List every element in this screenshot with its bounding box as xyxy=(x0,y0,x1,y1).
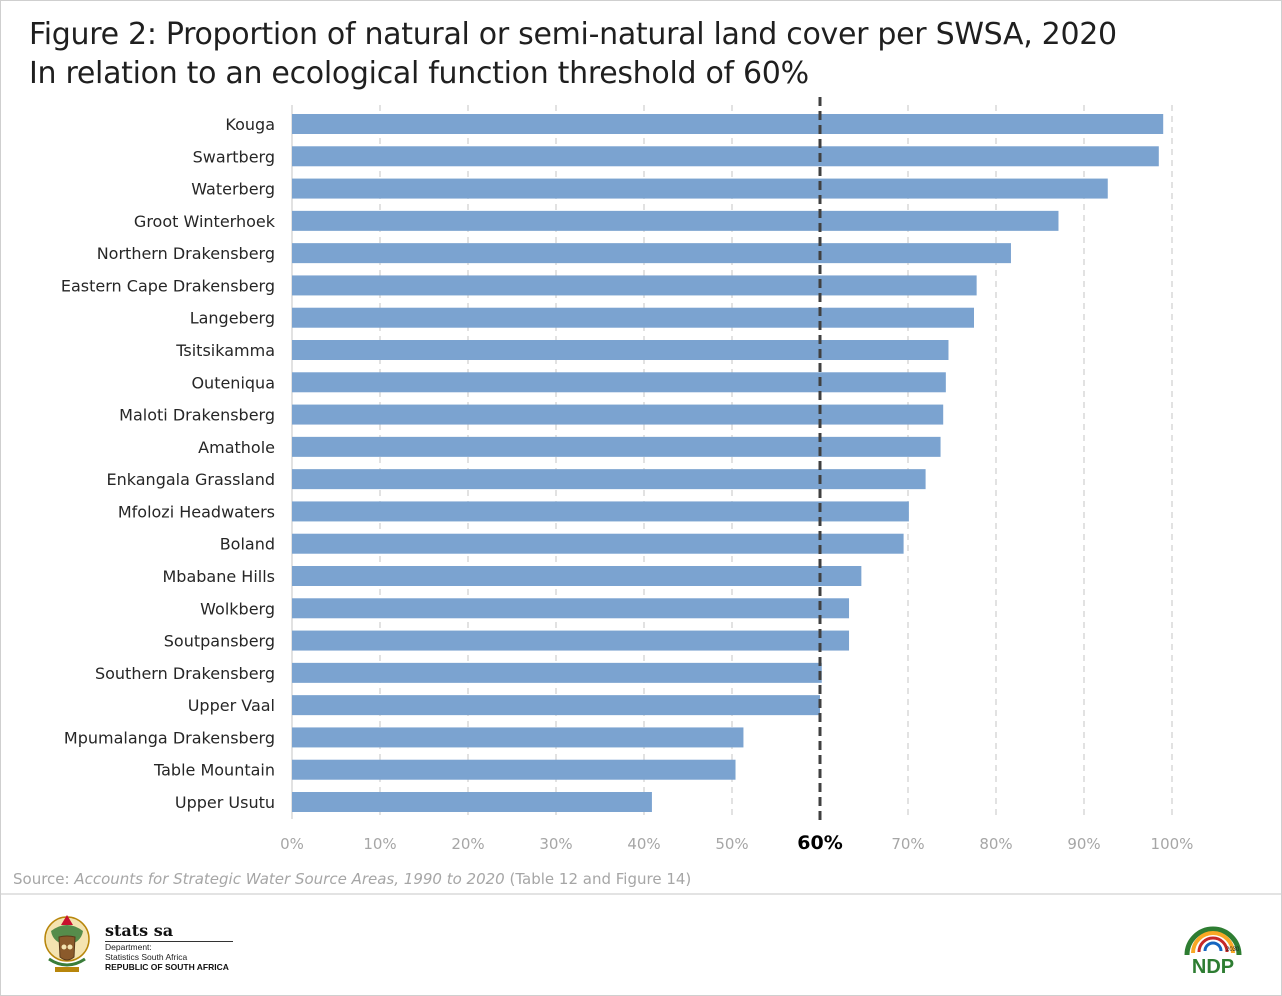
x-axis-ticks: 0% 10% 20% 30% 40% 50% 60% 70% 80% 90% 100% xyxy=(280,832,1193,854)
x-tick-label: 0% xyxy=(280,835,304,853)
footer-divider xyxy=(1,893,1281,895)
bar xyxy=(292,178,1108,199)
category-label: Eastern Cape Drakensberg xyxy=(61,276,275,295)
bar xyxy=(292,792,652,812)
chart-subtitle: In relation to an ecological function th… xyxy=(29,56,809,91)
bar xyxy=(292,436,941,457)
category-label: Mfolozi Headwaters xyxy=(118,502,275,521)
category-label: Wolkberg xyxy=(200,599,275,618)
category-label: Southern Drakensberg xyxy=(95,664,275,683)
bar xyxy=(292,307,974,328)
source-note: Source: Accounts for Strategic Water Sou… xyxy=(13,870,691,888)
category-label: Table Mountain xyxy=(153,761,275,780)
category-label: Enkangala Grassland xyxy=(107,470,275,489)
chart-title: Figure 2: Proportion of natural or semi-… xyxy=(29,15,1117,93)
bar xyxy=(292,759,736,780)
stats-sa-brand: stats sa xyxy=(105,921,233,942)
chart-panel: Figure 2: Proportion of natural or semi-… xyxy=(1,1,1281,893)
coat-of-arms-icon xyxy=(44,915,90,972)
bar-chart: Kouga Swartberg Waterberg Groot Winterhoek N… xyxy=(61,97,1193,854)
category-label: Outeniqua xyxy=(191,373,275,392)
ndp-2030-logo-icon: 2030 NDP xyxy=(1184,926,1242,977)
threshold-tick-label: 60% xyxy=(797,832,842,854)
bar xyxy=(292,533,904,554)
bar xyxy=(292,146,1159,167)
chart-title-line1: Figure 2: Proportion of natural or semi-… xyxy=(29,17,1117,52)
bar xyxy=(292,727,744,748)
republic-label: REPUBLIC OF SOUTH AFRICA xyxy=(105,962,229,972)
bar xyxy=(292,275,977,296)
ndp-year: 2030 xyxy=(1226,947,1240,953)
bar xyxy=(292,210,1059,231)
category-labels: Kouga Swartberg Waterberg Groot Winterhoek N… xyxy=(61,115,276,812)
dept-name: Statistics South Africa xyxy=(105,952,188,962)
category-label: Upper Vaal xyxy=(188,696,275,715)
bar xyxy=(292,501,909,522)
category-label: Langeberg xyxy=(190,309,275,328)
category-label: Waterberg xyxy=(191,180,275,199)
footer: stats sa Department: Statistics South Af… xyxy=(1,895,1281,995)
x-tick-label: 20% xyxy=(451,835,484,853)
bar xyxy=(292,566,862,586)
x-tick-label: 70% xyxy=(891,835,924,853)
category-label: Kouga xyxy=(225,115,275,134)
category-label: Amathole xyxy=(198,438,275,457)
bar xyxy=(292,243,1011,264)
dept-label: Department: xyxy=(105,942,152,952)
ndp-text: NDP xyxy=(1192,956,1234,977)
category-label: Mpumalanga Drakensberg xyxy=(64,728,275,747)
x-tick-label: 80% xyxy=(979,835,1012,853)
x-tick-label: 40% xyxy=(627,835,660,853)
x-tick-label: 100% xyxy=(1151,835,1194,853)
bar xyxy=(292,114,1164,134)
category-label: Boland xyxy=(220,535,275,554)
bar xyxy=(292,340,949,360)
category-label: Maloti Drakensberg xyxy=(119,406,275,425)
bars xyxy=(292,114,1164,812)
category-label: Groot Winterhoek xyxy=(134,212,276,231)
source-title: Accounts for Strategic Water Source Area… xyxy=(74,870,505,888)
bar xyxy=(292,662,822,683)
bar xyxy=(292,630,850,651)
category-label: Northern Drakensberg xyxy=(97,244,275,263)
bar xyxy=(292,372,946,393)
stats-sa-logo: stats sa Department: Statistics South Af… xyxy=(105,921,233,972)
x-tick-label: 30% xyxy=(539,835,572,853)
category-label: Tsitsikamma xyxy=(175,341,275,360)
x-tick-label: 90% xyxy=(1067,835,1100,853)
bar xyxy=(292,404,944,425)
category-label: Upper Usutu xyxy=(175,793,275,812)
source-prefix: Source: xyxy=(13,870,75,888)
category-label: Mbabane Hills xyxy=(163,567,276,586)
source-suffix: (Table 12 and Figure 14) xyxy=(504,870,692,888)
x-tick-label: 10% xyxy=(363,835,396,853)
x-tick-label: 50% xyxy=(715,835,748,853)
bar xyxy=(292,598,850,619)
bar xyxy=(292,695,820,716)
category-label: Soutpansberg xyxy=(164,632,275,651)
bar xyxy=(292,469,926,490)
category-label: Swartberg xyxy=(193,147,275,166)
